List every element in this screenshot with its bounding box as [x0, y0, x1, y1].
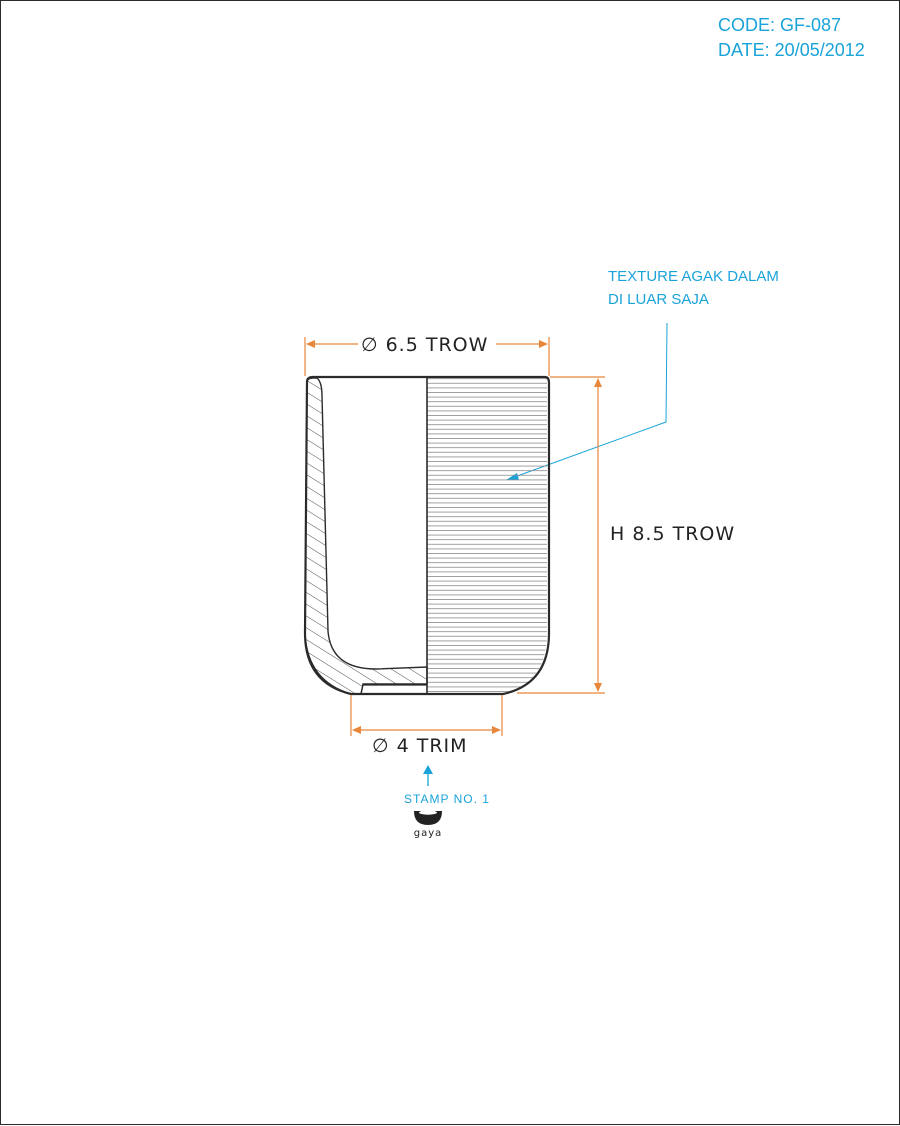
- bottom-diameter-label: ∅ 4 TRIM: [372, 735, 468, 757]
- height-label: H 8.5 TROW: [610, 523, 735, 545]
- gaya-logo-text: gaya: [414, 828, 443, 839]
- cup-section-wall: [304, 377, 428, 695]
- gaya-logo: gaya: [414, 810, 443, 839]
- height-dimension: [517, 376, 605, 694]
- top-diameter-label: ∅ 6.5 TROW: [361, 334, 488, 356]
- stamp-label: STAMP NO. 1: [404, 792, 490, 806]
- cup-exterior-texture: [427, 378, 547, 694]
- texture-note-line1: TEXTURE AGAK DALAM: [608, 268, 779, 285]
- stamp-arrow: [423, 765, 433, 786]
- texture-note-line2: DI LUAR SAJA: [608, 291, 709, 308]
- top-diameter-dimension: [304, 337, 550, 376]
- date-label: DATE: 20/05/2012: [718, 40, 865, 60]
- bottom-diameter-dimension: [350, 695, 503, 736]
- cup-outline: [303, 375, 551, 696]
- code-label: CODE: GF-087: [718, 15, 841, 35]
- gaya-logo-bowl-icon: [414, 811, 442, 825]
